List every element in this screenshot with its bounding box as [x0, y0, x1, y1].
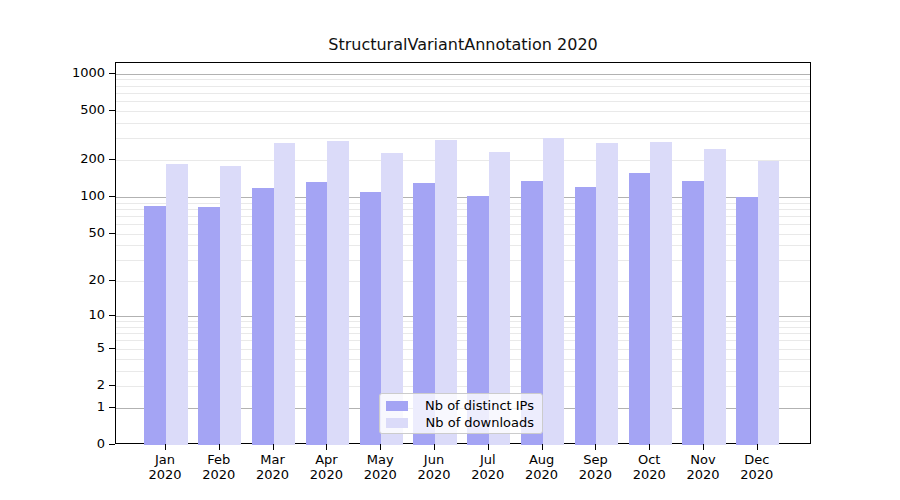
x-tick-label-aug: Aug 2020 — [512, 452, 572, 482]
x-tick-mark — [165, 444, 166, 450]
x-tick-mark — [542, 444, 543, 450]
y-tick-mark — [109, 407, 115, 408]
bar-downloads-feb — [220, 166, 242, 445]
legend-label-downloads: Nb of downloads — [424, 416, 534, 430]
y-tick-label-1: 1 — [0, 400, 105, 414]
y-tick-label-50: 50 — [0, 226, 105, 240]
x-tick-label-apr: Apr 2020 — [296, 452, 356, 482]
gridline-major — [116, 74, 810, 75]
y-tick-label-20: 20 — [0, 273, 105, 287]
x-tick-mark — [326, 444, 327, 450]
y-tick-label-10: 10 — [0, 308, 105, 322]
bar-distinct-ips-may — [360, 192, 382, 445]
bar-downloads-nov — [704, 149, 726, 445]
y-tick-label-0: 0 — [0, 437, 105, 451]
bar-distinct-ips-feb — [198, 207, 220, 445]
y-tick-mark — [109, 280, 115, 281]
bar-distinct-ips-mar — [252, 188, 274, 445]
figure: StructuralVariantAnnotation 2020 0 1 2 5 10 2… — [0, 0, 900, 500]
x-tick-label-nov: Nov 2020 — [673, 452, 733, 482]
y-tick-mark — [109, 385, 115, 386]
x-tick-label-mar: Mar 2020 — [243, 452, 303, 482]
bar-downloads-apr — [327, 141, 349, 445]
bar-downloads-aug — [543, 138, 565, 445]
gridline-minor — [116, 101, 810, 102]
y-tick-label-1000: 1000 — [0, 66, 105, 80]
gridline-minor — [116, 79, 810, 80]
bar-downloads-oct — [650, 142, 672, 445]
x-tick-mark — [219, 444, 220, 450]
plot-area — [115, 62, 811, 444]
bar-downloads-jan — [166, 164, 188, 445]
y-tick-mark — [109, 444, 115, 445]
x-tick-label-jul: Jul 2020 — [458, 452, 518, 482]
x-tick-mark — [273, 444, 274, 450]
x-tick-mark — [380, 444, 381, 450]
y-tick-mark — [109, 110, 115, 111]
x-tick-label-jan: Jan 2020 — [135, 452, 195, 482]
y-tick-label-200: 200 — [0, 152, 105, 166]
gridline-minor — [116, 138, 810, 139]
y-tick-label-5: 5 — [0, 341, 105, 355]
y-tick-mark — [109, 196, 115, 197]
y-tick-mark — [109, 159, 115, 160]
y-tick-mark — [109, 233, 115, 234]
bar-downloads-mar — [274, 143, 296, 445]
bar-distinct-ips-nov — [682, 181, 704, 445]
bar-distinct-ips-dec — [736, 197, 758, 445]
gridline-minor — [116, 86, 810, 87]
x-tick-label-feb: Feb 2020 — [189, 452, 249, 482]
gridline-minor — [116, 111, 810, 112]
y-tick-mark — [109, 315, 115, 316]
y-tick-label-2: 2 — [0, 378, 105, 392]
bar-downloads-sep — [596, 143, 618, 445]
legend: Nb of distinct IPs Nb of downloads — [379, 393, 543, 434]
chart-title: StructuralVariantAnnotation 2020 — [115, 35, 811, 54]
x-tick-mark — [488, 444, 489, 450]
x-tick-mark — [434, 444, 435, 450]
x-tick-label-dec: Dec 2020 — [727, 452, 787, 482]
x-tick-label-jun: Jun 2020 — [404, 452, 464, 482]
legend-swatch-distinct-ips — [386, 401, 408, 411]
legend-label-distinct-ips: Nb of distinct IPs — [424, 399, 534, 413]
x-tick-mark — [703, 444, 704, 450]
y-tick-mark — [109, 73, 115, 74]
x-tick-label-may: May 2020 — [350, 452, 410, 482]
gridline-minor — [116, 123, 810, 124]
bar-distinct-ips-apr — [306, 182, 328, 445]
x-tick-mark — [595, 444, 596, 450]
legend-entry-downloads: Nb of downloads — [380, 416, 542, 430]
x-tick-label-oct: Oct 2020 — [619, 452, 679, 482]
x-tick-mark — [757, 444, 758, 450]
bar-distinct-ips-sep — [575, 187, 597, 445]
y-tick-label-500: 500 — [0, 103, 105, 117]
legend-entry-distinct-ips: Nb of distinct IPs — [380, 399, 542, 413]
gridline-minor — [116, 93, 810, 94]
x-tick-label-sep: Sep 2020 — [565, 452, 625, 482]
y-tick-label-100: 100 — [0, 189, 105, 203]
y-tick-mark — [109, 348, 115, 349]
x-tick-mark — [649, 444, 650, 450]
bar-distinct-ips-jan — [144, 206, 166, 445]
legend-swatch-downloads — [386, 418, 408, 428]
bar-downloads-dec — [758, 161, 780, 445]
bar-distinct-ips-oct — [629, 173, 651, 445]
